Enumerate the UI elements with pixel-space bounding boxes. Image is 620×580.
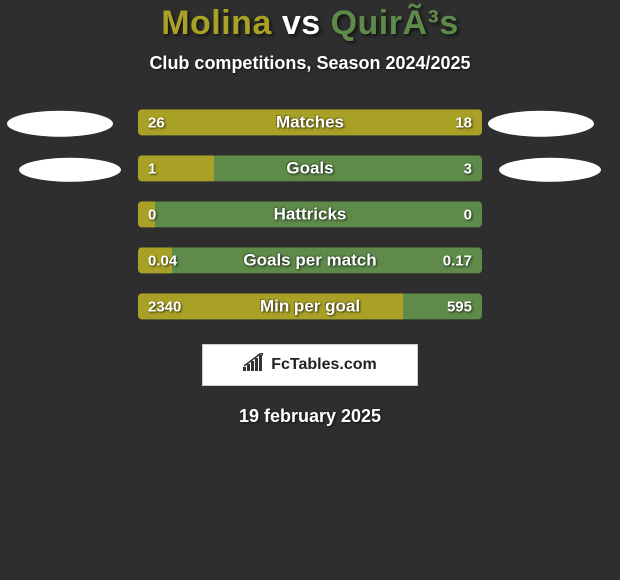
stat-value-left: 0.04 — [148, 247, 177, 273]
stat-value-right: 18 — [455, 109, 472, 135]
page-title: Molina vs QuirÃ³s — [0, 4, 620, 43]
stat-label: Min per goal — [138, 293, 482, 319]
player2-name: QuirÃ³s — [331, 4, 459, 42]
stat-bar: Min per goal2340 595 — [138, 293, 482, 319]
player1-name: Molina — [161, 4, 272, 42]
stat-value-right: 0 — [464, 201, 472, 227]
source-badge-text: FcTables.com — [271, 356, 377, 374]
stats-chart: Matches26 18 Goals1 3 Hattricks0 0 Goals per m… — [0, 102, 620, 332]
stat-label: Goals per match — [138, 247, 482, 273]
date-text: 19 february 2025 — [0, 406, 620, 427]
vs-text: vs — [272, 4, 331, 42]
stat-row: Matches26 18 — [0, 102, 620, 148]
comparison-card: Molina vs QuirÃ³s Club competitions, Sea… — [0, 0, 620, 427]
subtitle: Club competitions, Season 2024/2025 — [0, 53, 620, 74]
stat-row: Min per goal2340 595 — [0, 286, 620, 332]
stat-value-left: 0 — [148, 201, 156, 227]
stat-value-left: 2340 — [148, 293, 181, 319]
stat-bar: Matches26 18 — [138, 109, 482, 135]
stat-value-left: 26 — [148, 109, 165, 135]
stat-value-right: 3 — [464, 155, 472, 181]
stat-row: Hattricks0 0 — [0, 194, 620, 240]
stat-row: Goals per match0.04 0.17 — [0, 240, 620, 286]
player2-head-ellipse — [499, 158, 601, 182]
stat-value-right: 0.17 — [443, 247, 472, 273]
stat-bar: Hattricks0 0 — [138, 201, 482, 227]
stat-bar: Goals per match0.04 0.17 — [138, 247, 482, 273]
stat-label: Matches — [138, 109, 482, 135]
chart-icon — [243, 353, 265, 378]
stat-value-right: 595 — [447, 293, 472, 319]
player1-head-ellipse — [7, 111, 113, 137]
source-badge[interactable]: FcTables.com — [202, 344, 418, 386]
stat-bar: Goals1 3 — [138, 155, 482, 181]
stat-row: Goals1 3 — [0, 148, 620, 194]
stat-label: Goals — [138, 155, 482, 181]
player1-head-ellipse — [19, 158, 121, 182]
stat-value-left: 1 — [148, 155, 156, 181]
player2-head-ellipse — [488, 111, 594, 137]
stat-label: Hattricks — [138, 201, 482, 227]
